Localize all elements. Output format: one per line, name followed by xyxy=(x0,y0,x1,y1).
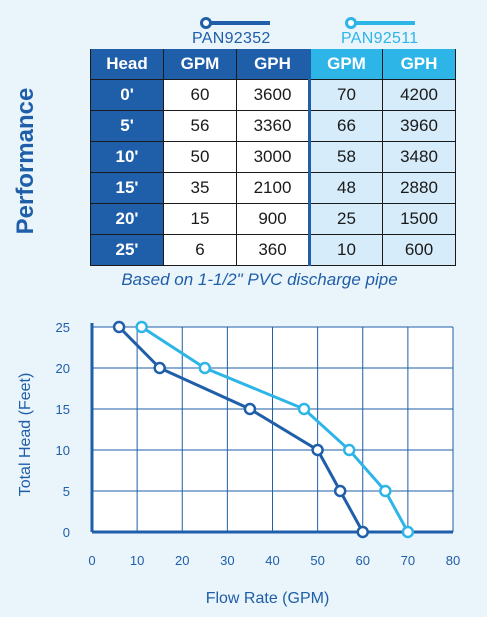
data-point xyxy=(311,443,324,457)
legend: PAN92352 PAN92511 xyxy=(0,0,487,52)
x-axis-title: Flow Rate (GPM) xyxy=(206,590,330,607)
x-tick-label: 60 xyxy=(356,553,370,568)
cell-head: 10' xyxy=(90,141,164,173)
table-row: 20' 15 900 25 1500 xyxy=(90,203,456,235)
data-point xyxy=(333,484,347,498)
cell-gpm-b: 70 xyxy=(308,79,383,111)
header-gph-a: GPH xyxy=(236,49,310,80)
data-point xyxy=(112,320,126,334)
data-point xyxy=(342,443,356,457)
y-tick-label: 20 xyxy=(56,361,70,376)
cell-head: 5' xyxy=(90,110,164,142)
cell-gpm-a: 15 xyxy=(163,203,237,235)
y-tick-label: 5 xyxy=(63,484,70,499)
cell-gph-a: 3600 xyxy=(236,79,310,111)
cell-gpm-b: 48 xyxy=(308,172,383,204)
cell-gph-b: 1500 xyxy=(382,203,456,235)
y-tick-label: 25 xyxy=(56,320,70,335)
y-tick-label: 10 xyxy=(56,443,70,458)
chart-ticks: 0 10 20 30 40 50 60 70 80 0 5 10 15 20 25 xyxy=(56,320,461,568)
x-tick-label: 50 xyxy=(310,553,324,568)
cell-gph-b: 600 xyxy=(382,234,456,266)
header-gpm-a: GPM xyxy=(163,49,237,80)
x-tick-label: 0 xyxy=(88,553,95,568)
cell-gph-b: 3960 xyxy=(382,110,456,142)
legend-label: PAN92352 xyxy=(192,30,271,47)
x-tick-label: 20 xyxy=(175,553,189,568)
cell-gph-b: 4200 xyxy=(382,79,456,111)
legend-line-icon xyxy=(200,17,270,29)
cell-gph-a: 900 xyxy=(236,203,310,235)
cell-gpm-a: 50 xyxy=(163,141,237,173)
data-point xyxy=(356,525,369,539)
table-row: 15' 35 2100 48 2880 xyxy=(90,172,456,204)
chart-grid xyxy=(92,326,454,532)
cell-head: 0' xyxy=(90,79,164,111)
table-row: 10' 50 3000 58 3480 xyxy=(90,141,456,173)
performance-title: Performance xyxy=(12,87,39,235)
x-tick-label: 40 xyxy=(265,553,279,568)
y-tick-label: 15 xyxy=(56,402,70,417)
series-line-pan92511 xyxy=(140,325,410,533)
y-axis-title: Total Head (Feet) xyxy=(17,373,34,497)
cell-gpm-b: 10 xyxy=(308,234,383,266)
data-point xyxy=(297,402,311,416)
cell-gpm-a: 60 xyxy=(163,79,237,111)
cell-gpm-b: 58 xyxy=(308,141,383,173)
cell-gpm-a: 35 xyxy=(163,172,237,204)
data-point xyxy=(401,525,415,539)
header-gpm-b: GPM xyxy=(308,49,383,80)
data-point xyxy=(198,361,212,375)
cell-gpm-b: 25 xyxy=(308,203,383,235)
cell-head: 15' xyxy=(90,172,164,204)
cell-head: 25' xyxy=(90,234,164,266)
cell-gph-b: 2880 xyxy=(382,172,456,204)
chart-series xyxy=(112,320,415,539)
cell-gph-a: 360 xyxy=(236,234,310,266)
chart-axes xyxy=(90,323,453,534)
legend-item-pan92511: PAN92511 xyxy=(335,4,475,48)
x-tick-label: 80 xyxy=(446,553,460,568)
data-point xyxy=(243,402,257,416)
table-header-row: Head GPM GPH GPM GPH xyxy=(90,49,456,80)
x-tick-label: 10 xyxy=(130,553,144,568)
cell-gph-a: 2100 xyxy=(236,172,310,204)
cell-head: 20' xyxy=(90,203,164,235)
data-point xyxy=(135,320,148,334)
cell-gpm-a: 56 xyxy=(163,110,237,142)
performance-table: Head GPM GPH GPM GPH 0' 60 3600 70 4200 … xyxy=(90,49,456,266)
y-tick-label: 0 xyxy=(63,525,70,540)
x-tick-label: 30 xyxy=(220,553,234,568)
x-tick-label: 70 xyxy=(401,553,415,568)
cell-gph-a: 3360 xyxy=(236,110,310,142)
data-point xyxy=(379,484,392,498)
legend-line-icon xyxy=(345,17,415,29)
table-row: 0' 60 3600 70 4200 xyxy=(90,79,456,111)
series-line-pan92352 xyxy=(118,325,365,533)
cell-gpm-b: 66 xyxy=(308,110,383,142)
cell-gph-a: 3000 xyxy=(236,141,310,173)
data-point xyxy=(153,361,166,375)
legend-label: PAN92511 xyxy=(341,30,419,47)
cell-gph-b: 3480 xyxy=(382,141,456,173)
cell-gpm-a: 6 xyxy=(163,234,237,266)
header-head: Head xyxy=(90,49,164,80)
table-row: 5' 56 3360 66 3960 xyxy=(90,110,456,142)
legend-item-pan92352: PAN92352 xyxy=(190,4,330,48)
header-gph-b: GPH xyxy=(382,49,456,80)
performance-chart: 0 10 20 30 40 50 60 70 80 0 5 10 15 20 25 Flow Rate (G… xyxy=(17,320,461,607)
discharge-pipe-note: Based on 1-1/2" PVC discharge pipe xyxy=(121,270,398,289)
table-row: 25' 6 360 10 600 xyxy=(90,234,456,266)
